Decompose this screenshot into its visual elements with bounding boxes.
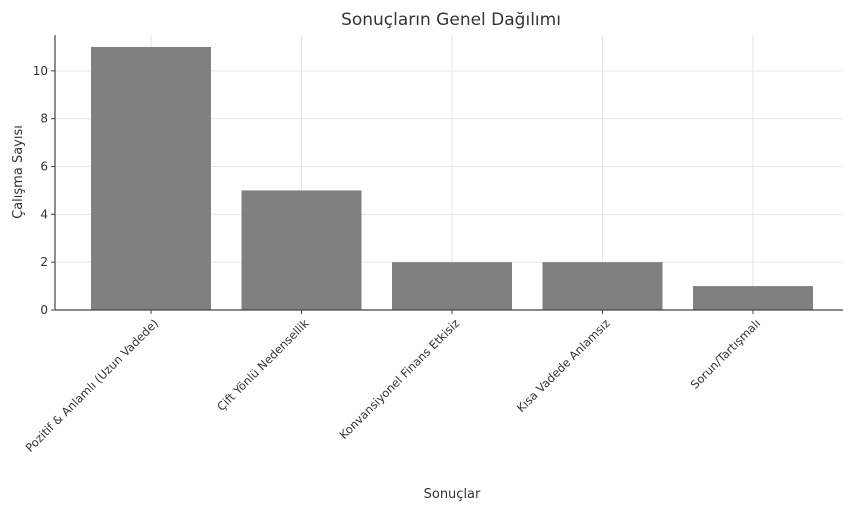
bar <box>693 286 813 310</box>
bar <box>542 262 663 310</box>
x-tick-label: Konvansiyonel Finans Etkisiz <box>336 316 462 442</box>
chart-title: Sonuçların Genel Dağılımı <box>341 10 561 30</box>
x-tick-label: Çift Yönlü Nedensellik <box>214 316 312 414</box>
bar <box>91 46 211 311</box>
y-axis-label: Çalışma Sayısı <box>11 125 26 219</box>
bar <box>241 190 362 310</box>
x-axis-label: Sonuçlar <box>424 487 481 502</box>
x-tick-label: Kısa Vadede Anlamsız <box>514 316 613 415</box>
x-ticks: Pozitif & Anlamlı (Uzun Vadede) Çift Yönl… <box>23 310 763 455</box>
y-tick-label: 6 <box>40 160 48 174</box>
bars <box>91 46 813 311</box>
y-ticks: 0 2 4 6 8 10 <box>33 64 55 317</box>
x-tick-label: Sorun/Tartışmalı <box>688 316 763 391</box>
y-tick-label: 10 <box>33 64 48 78</box>
x-tick-label: Pozitif & Anlamlı (Uzun Vadede) <box>23 316 162 455</box>
y-tick-label: 0 <box>40 303 48 317</box>
axes <box>54 35 843 311</box>
y-tick-label: 4 <box>40 207 48 221</box>
y-tick-label: 8 <box>40 112 48 126</box>
y-tick-label: 2 <box>40 255 48 269</box>
bar <box>392 262 512 310</box>
